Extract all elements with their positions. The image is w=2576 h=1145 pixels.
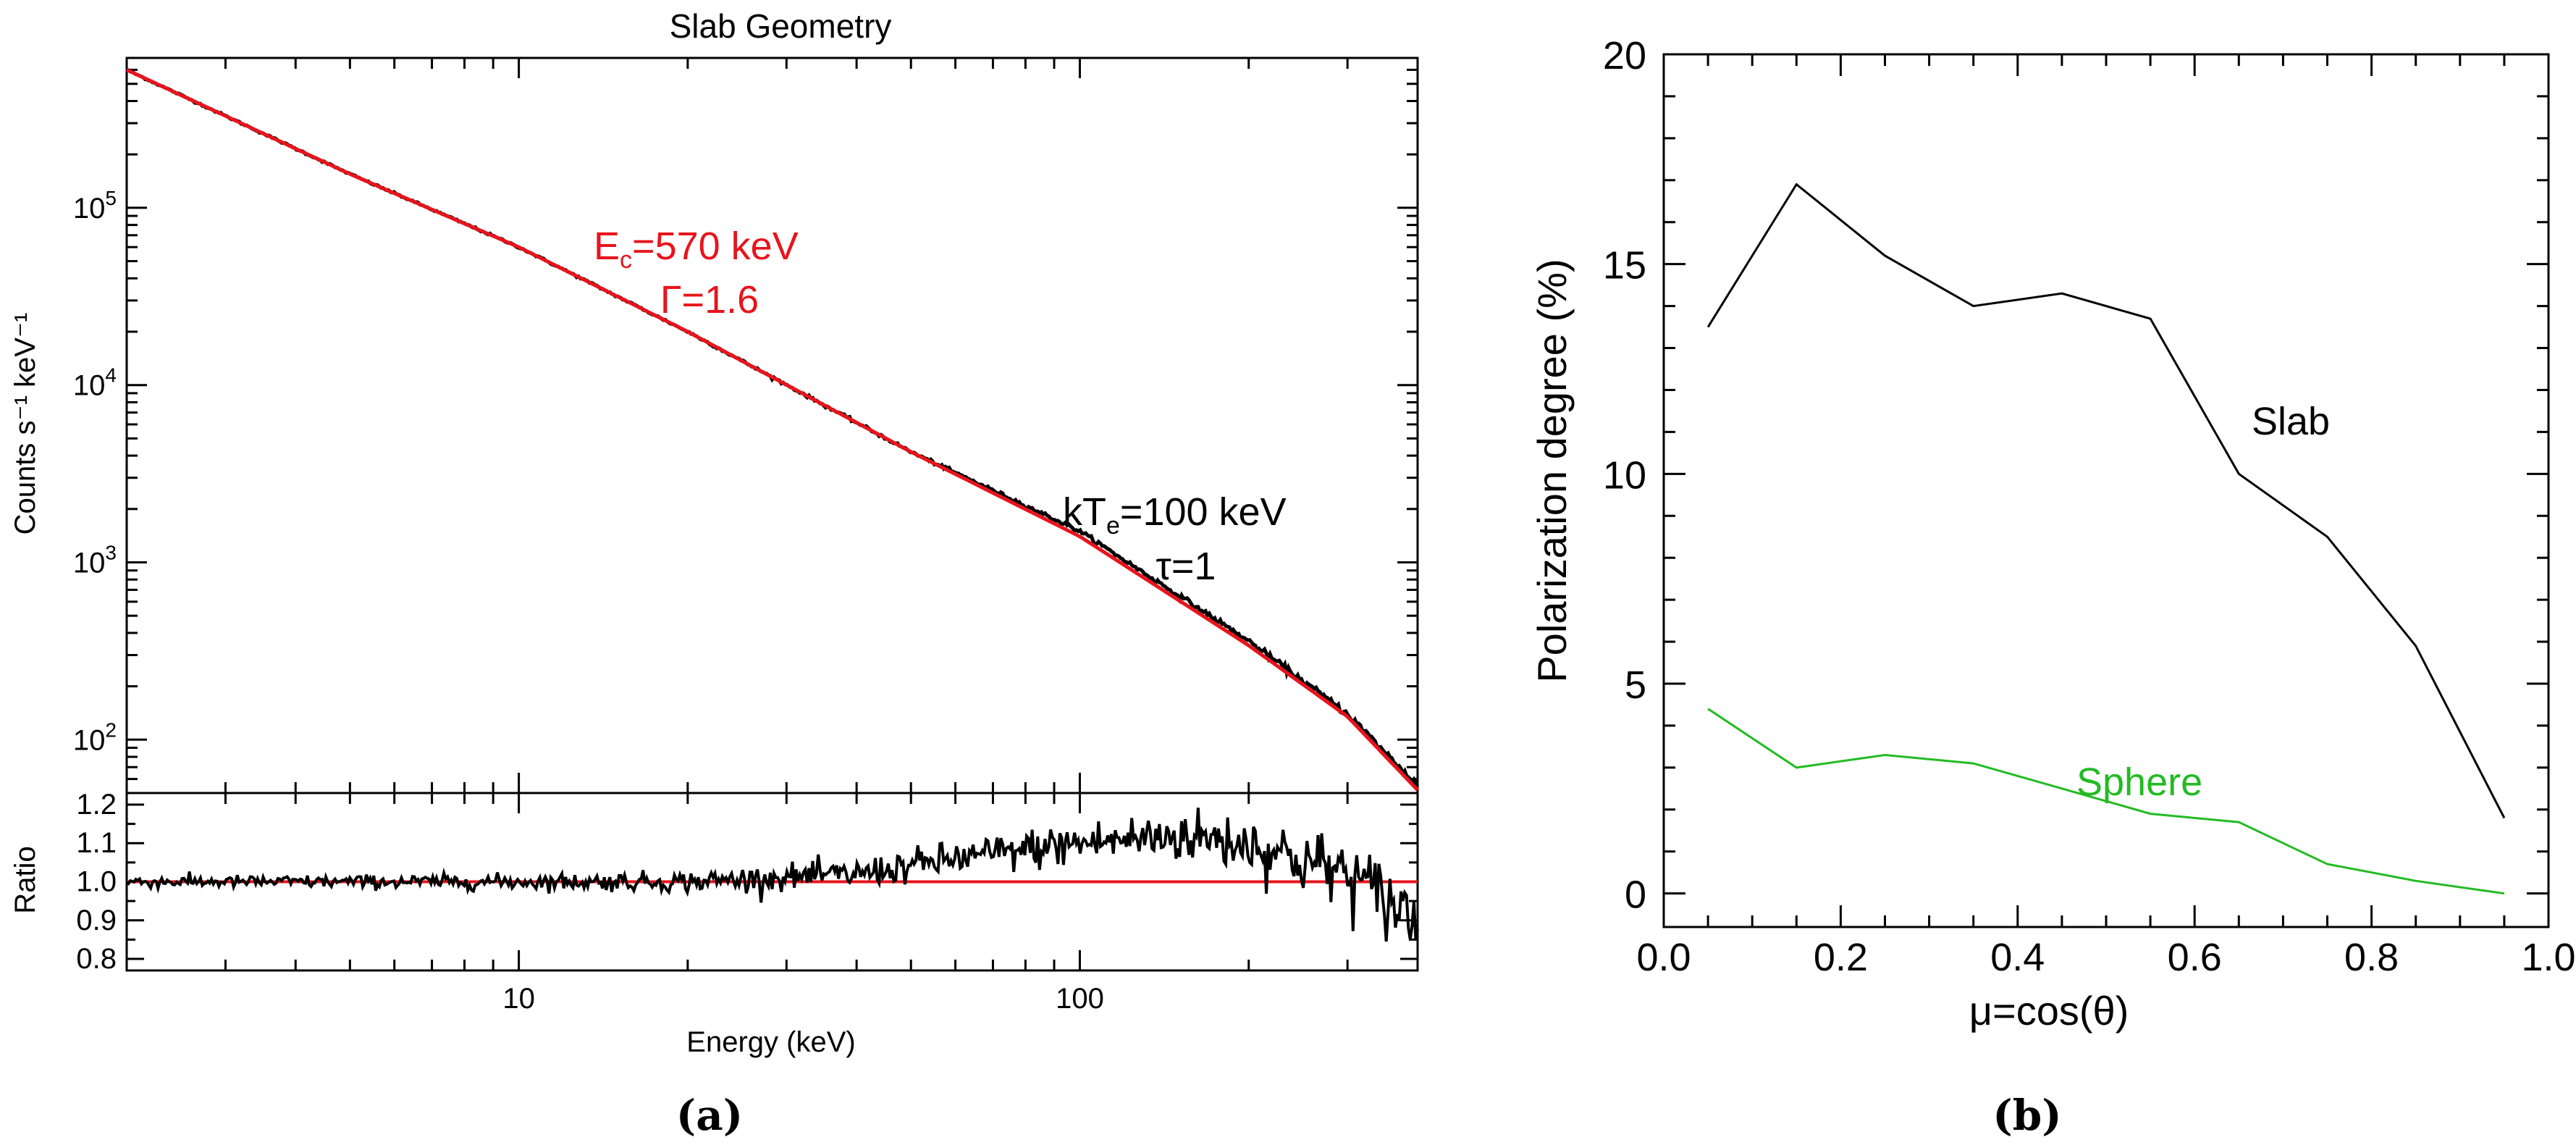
spectrum-plot: 102 103 104 105 <box>73 56 1420 794</box>
y-tick-label: 0.9 <box>76 905 117 936</box>
sphere-line <box>1707 708 2505 895</box>
spectrum-data-line <box>126 68 1420 787</box>
panel-a-ylabel-main: Counts s⁻¹ keV⁻¹ <box>9 313 41 535</box>
polarization-plot: 0.0 0.2 0.4 0.6 0.8 1.0 0 5 10 15 20 <box>1603 34 2576 979</box>
panel-b-label: (b) <box>1992 1091 2061 1140</box>
spectrum-model-line <box>125 68 1419 792</box>
x-tick-label: 100 <box>1056 983 1104 1015</box>
annotation-tau: τ=1 <box>1156 545 1216 588</box>
panel-a-title: Slab Geometry <box>670 7 892 45</box>
polarization-y-ticks: 0 5 10 15 20 <box>1603 34 2548 917</box>
slab-line <box>1706 183 2506 819</box>
annotation-ec-main: E <box>594 225 620 268</box>
y-tick-label: 105 <box>73 187 117 225</box>
x-tick-label: 0.4 <box>1990 936 2045 979</box>
panel-a-ylabel-ratio: Ratio <box>9 846 41 913</box>
y-tick-label: 102 <box>73 718 117 756</box>
ratio-y-ticks: 0.8 0.9 1.0 1.1 1.2 <box>76 789 1418 975</box>
panel-a-xlabel: Energy (keV) <box>686 1026 855 1058</box>
annotation-kte: kTe=100 keV <box>1063 490 1287 540</box>
panel-a-label: (a) <box>676 1091 743 1140</box>
polarization-x-ticks: 0.0 0.2 0.4 0.6 0.8 1.0 <box>1636 54 2576 979</box>
y-tick-label: 20 <box>1603 34 1646 77</box>
y-tick-label: 1.0 <box>76 866 117 898</box>
y-tick-label: 5 <box>1625 663 1646 707</box>
y-tick-label: 10 <box>1603 453 1646 497</box>
annotation-ec-sub: c <box>620 246 632 274</box>
y-tick-label: 1.1 <box>76 827 117 859</box>
x-tick-label: 0.0 <box>1636 936 1691 979</box>
slab-label: Slab <box>2252 400 2330 443</box>
x-tick-label: 0.6 <box>2168 936 2222 979</box>
annotation-gamma: Γ=1.6 <box>660 278 759 322</box>
annotation-kte-rest: =100 keV <box>1120 490 1287 534</box>
panel-b-ylabel: Polarization degree (%) <box>1529 259 1575 682</box>
y-tick-label: 0 <box>1625 873 1646 917</box>
spectrum-frame <box>125 56 1419 794</box>
ratio-plot: 10 100 0.8 0.9 1.0 1.1 1.2 <box>76 789 1419 1015</box>
x-tick-label: 1.0 <box>2521 936 2575 979</box>
x-tick-label: 0.2 <box>1814 936 1868 979</box>
ratio-x-ticks: 10 100 <box>125 793 1419 1015</box>
spectrum-x-ticks <box>125 58 1419 793</box>
ratio-data-line <box>125 808 1419 942</box>
panel-b-xlabel: μ=cos(θ) <box>1969 988 2129 1033</box>
annotation-kte-main: kT <box>1063 490 1106 534</box>
annotation-kte-sub: e <box>1106 512 1120 540</box>
spectrum-y-ticks: 102 103 104 105 <box>73 56 1418 794</box>
annotation-ec: Ec=570 keV <box>594 225 799 274</box>
y-tick-label: 15 <box>1603 244 1646 288</box>
x-tick-label: 0.8 <box>2344 936 2399 979</box>
y-tick-label: 104 <box>73 364 117 402</box>
y-tick-label: 0.8 <box>76 943 117 975</box>
y-tick-label: 103 <box>73 541 117 579</box>
x-tick-label: 10 <box>502 983 535 1015</box>
y-tick-label: 1.2 <box>76 789 117 821</box>
annotation-ec-rest: =570 keV <box>632 225 799 268</box>
sphere-label: Sphere <box>2076 760 2202 804</box>
